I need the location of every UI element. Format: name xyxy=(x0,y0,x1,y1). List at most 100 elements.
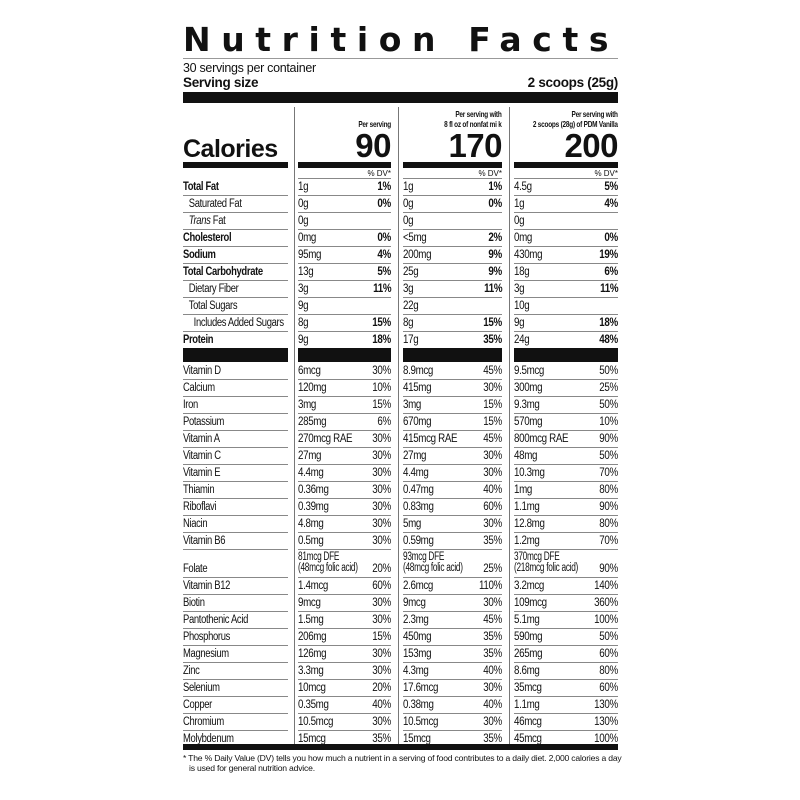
nutrient-daily-value: 19% xyxy=(599,249,618,261)
nutrient-value-cell: 9g 18% xyxy=(514,315,618,332)
nutrient-daily-value: 6% xyxy=(604,266,619,278)
nutrient-label: Potassium xyxy=(183,414,224,431)
nutrient-amount: 4.8mg xyxy=(298,518,324,530)
nutrient-daily-value: 1% xyxy=(488,181,503,193)
nutrient-daily-value: 30% xyxy=(483,597,502,609)
nutrient-label-text: Zinc xyxy=(183,665,200,677)
nutrient-amount: 10g xyxy=(514,300,530,312)
nutrient-label-text: Potassium xyxy=(183,416,225,428)
nutrient-amount: 4.5g xyxy=(514,181,532,193)
nutrient-value-cell: 1.1mg 90% xyxy=(514,499,618,516)
nutrient-daily-value: 30% xyxy=(372,365,391,377)
nutrient-daily-value: 30% xyxy=(483,467,502,479)
nutrient-value-cell: 109mcg 360% xyxy=(514,595,618,612)
nutrient-amount: 3g xyxy=(403,283,414,295)
nutrient-amount: 8g xyxy=(403,317,414,329)
nutrient-amount: 9.5mcg xyxy=(514,365,545,377)
nutrient-value-cell: 1.2mg 70% xyxy=(514,533,618,550)
nutrient-label-text: Vitamin C xyxy=(183,450,221,462)
nutrient-daily-value: 1% xyxy=(377,181,392,193)
serving-size-label: Serving size xyxy=(183,75,259,90)
nutrient-label: Calcium xyxy=(183,380,215,397)
nutrient-daily-value: 110% xyxy=(479,580,502,592)
nutrient-label: Trans Fat xyxy=(183,213,226,230)
nutrient-row: Sodium 95mg 4% 200mg 9% 430mg 19% xyxy=(183,247,618,264)
nutrient-label: Selenium xyxy=(183,680,220,697)
nutrient-daily-value: 30% xyxy=(372,484,391,496)
nutrient-daily-value: 4% xyxy=(604,198,619,210)
nutrient-daily-value: 25% xyxy=(599,382,618,394)
nutrient-label-cell: Vitamin C xyxy=(183,448,288,465)
nutrient-value-cell: 48mg 50% xyxy=(514,448,618,465)
nutrient-amount: 415mg xyxy=(403,382,432,394)
nutrient-value-cell: 24g 48% xyxy=(514,332,618,349)
nutrient-amount: 27mg xyxy=(298,450,322,462)
nutrient-row: Vitamin B6 0.5mg 30% 0.59mg 35% 1.2mg 70% xyxy=(183,533,618,550)
nutrient-daily-value: 80% xyxy=(599,518,618,530)
nutrient-label-text: Total Fat xyxy=(183,181,219,193)
nutrient-label-cell: Phosphorus xyxy=(183,629,288,646)
nutrient-value-cell: 8.9mcg 45% xyxy=(403,363,502,380)
nutrient-label-text: Total Sugars xyxy=(188,300,238,312)
nutrient-label-cell: Total Carbohydrate xyxy=(183,264,288,281)
nutrient-label-text: Dietary Fiber xyxy=(188,283,239,295)
nutrient-value-cell: 3mg 15% xyxy=(403,397,502,414)
nutrient-row: Zinc 3.3mg 30% 4.3mg 40% 8.6mg 80% xyxy=(183,663,618,680)
nutrient-amount: 300mg xyxy=(514,382,543,394)
nutrient-amount: 93mcg DFE (48mcg folic acid) xyxy=(403,551,463,574)
nutrient-amount: 120mg xyxy=(298,382,327,394)
nutrient-value-cell: 2.6mcg 110% xyxy=(403,578,502,595)
nutrient-value-cell: 1.4mcg 60% xyxy=(298,578,391,595)
nutrient-label-text: Saturated Fat xyxy=(188,198,242,210)
nutrient-amount: 15mcg xyxy=(403,733,431,745)
nutrient-amount: 8.6mg xyxy=(514,665,540,677)
nutrient-amount: 15mcg xyxy=(298,733,326,745)
calories-value: 200 xyxy=(564,127,618,164)
nutrient-value-cell: 1g 1% xyxy=(403,179,502,196)
panel-title: Nutrition Facts xyxy=(183,22,618,59)
column-header-text: Per serving with 8 fl oz of nonfat mi k xyxy=(444,109,503,129)
nutrient-row: Phosphorus 206mg 15% 450mg 35% 590mg 50% xyxy=(183,629,618,646)
nutrient-daily-value: 40% xyxy=(372,699,391,711)
nutrient-value-cell: 570mg 10% xyxy=(514,414,618,431)
nutrient-amount: 0.38mg xyxy=(403,699,434,711)
nutrient-value-cell: 8.6mg 80% xyxy=(514,663,618,680)
nutrient-daily-value: 50% xyxy=(599,631,618,643)
nutrient-value-cell: 153mg 35% xyxy=(403,646,502,663)
nutrient-label: Niacin xyxy=(183,516,208,533)
nutrient-value-cell: 0mg 0% xyxy=(514,230,618,247)
nutrient-daily-value: 35% xyxy=(483,334,502,346)
nutrient-value-cell: 4.5g 5% xyxy=(514,179,618,196)
nutrient-amount: 5.1mg xyxy=(514,614,540,626)
nutrient-amount: 3.3mg xyxy=(298,665,324,677)
nutrient-label-text: Calcium xyxy=(183,382,215,394)
nutrient-daily-value: 140% xyxy=(594,580,618,592)
nutrient-label: Vitamin B6 xyxy=(183,533,225,550)
nutrient-value-cell: 12.8mg 80% xyxy=(514,516,618,533)
nutrient-daily-value: 130% xyxy=(594,699,618,711)
nutrient-amount: 25g xyxy=(403,266,419,278)
nutrient-label-cell: Potassium xyxy=(183,414,288,431)
nutrient-value-cell: 9g xyxy=(298,298,391,315)
nutrient-amount: 1.4mcg xyxy=(298,580,329,592)
nutrient-amount: 17.6mcg xyxy=(403,682,439,694)
nutrient-daily-value: 35% xyxy=(483,648,502,660)
nutrient-value-cell: 200mg 9% xyxy=(403,247,502,264)
section-divider-bar xyxy=(298,348,391,362)
nutrient-value-cell: 0g xyxy=(403,213,502,230)
nutrient-daily-value: 60% xyxy=(599,682,618,694)
nutrient-value-cell: 9g 18% xyxy=(298,332,391,349)
nutrient-value-cell: 4.3mg 40% xyxy=(403,663,502,680)
nutrient-amount: 285mg xyxy=(298,416,327,428)
nutrient-amount: 670mg xyxy=(403,416,432,428)
nutrient-value-cell: 0mg 0% xyxy=(298,230,391,247)
nutrient-label: Vitamin C xyxy=(183,448,221,465)
nutrient-label: Total Fat xyxy=(183,179,219,196)
nutrient-amount: 0g xyxy=(298,198,309,210)
nutrient-daily-value: 11% xyxy=(372,283,391,295)
nutrient-value-cell: 1g 4% xyxy=(514,196,618,213)
nutrient-row: Potassium 285mg 6% 670mg 15% 570mg 10% xyxy=(183,414,618,431)
nutrient-label-cell: Vitamin B6 xyxy=(183,533,288,550)
nutrient-daily-value: 10% xyxy=(372,382,391,394)
nutrient-label: Cholesterol xyxy=(183,230,232,247)
